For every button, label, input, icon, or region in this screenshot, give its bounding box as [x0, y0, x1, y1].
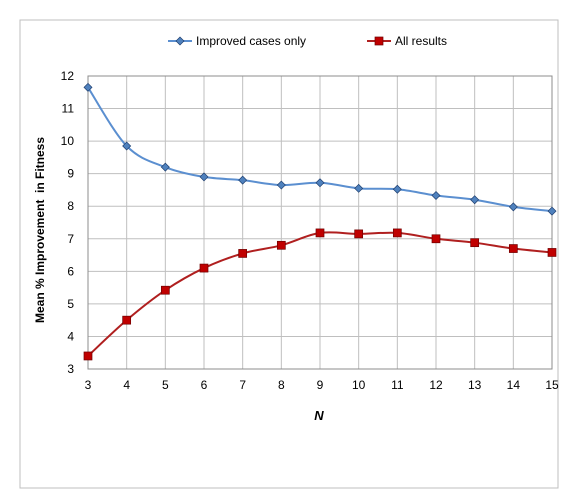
diamond-marker [160, 162, 170, 172]
x-tick-label: 6 [201, 378, 208, 392]
diamond-marker [199, 172, 209, 182]
square-marker [83, 351, 93, 361]
y-tick-label: 7 [67, 232, 74, 246]
y-tick-label: 5 [67, 297, 74, 311]
y-tick-label: 12 [61, 69, 75, 83]
square-marker [470, 238, 480, 248]
x-tick-label: 8 [278, 378, 285, 392]
diamond-marker [508, 202, 518, 212]
square-marker [431, 234, 441, 244]
square-marker [238, 249, 248, 258]
square-marker [354, 229, 364, 239]
legend-label-1: Improved cases only [196, 34, 306, 48]
diamond-marker [547, 206, 557, 216]
series-markers [83, 82, 557, 361]
y-tick-label: 11 [62, 102, 75, 116]
x-tick-label: 9 [317, 378, 324, 392]
diamond-marker [315, 178, 325, 188]
legend: Improved cases only All results [168, 34, 447, 48]
chart-border [19, 19, 559, 489]
square-marker [199, 263, 209, 273]
x-tick-label: 13 [468, 378, 482, 392]
diamond-marker [122, 141, 132, 151]
x-tick-label: 4 [123, 378, 130, 392]
diamond-marker [83, 82, 93, 92]
x-tick-label: 12 [429, 378, 443, 392]
square-marker [276, 240, 286, 250]
y-tick-label: 6 [67, 264, 74, 278]
square-marker [547, 248, 557, 257]
diamond-marker [392, 184, 402, 194]
square-marker [122, 315, 132, 325]
diamond-marker [238, 175, 248, 185]
y-axis-title: Mean % Improvement in Fitness [33, 137, 47, 323]
x-tick-label: 7 [239, 378, 246, 392]
plot-area-border [87, 75, 553, 370]
legend-diamond-marker [175, 36, 185, 46]
square-marker [315, 228, 325, 238]
x-tick-label: 5 [162, 378, 169, 392]
legend-label-2: All results [395, 34, 447, 48]
grid [87, 75, 553, 370]
y-tick-label: 10 [61, 134, 75, 148]
diamond-marker [276, 180, 286, 190]
y-tick-label: 8 [67, 199, 74, 213]
x-tick-label: 10 [352, 378, 366, 392]
legend-square-marker [374, 36, 384, 46]
x-tick-label: 15 [545, 378, 559, 392]
square-marker [392, 228, 402, 238]
x-tick-label: 11 [391, 378, 404, 392]
square-marker [160, 285, 170, 295]
x-axis-title: N [314, 408, 324, 423]
diamond-marker [470, 195, 480, 205]
x-tick-label: 14 [507, 378, 521, 392]
square-marker [508, 244, 518, 253]
y-tick-label: 9 [67, 167, 74, 181]
diamond-marker [354, 183, 364, 193]
x-tick-label: 3 [85, 378, 92, 392]
diamond-marker [431, 190, 441, 200]
axis-ticks: 3 4 5 6 7 8 9 10 11 12 3 4 5 6 7 8 9 10 11 12 13 14 15 [61, 69, 559, 392]
y-tick-label: 3 [67, 362, 74, 376]
y-tick-label: 4 [67, 329, 74, 343]
